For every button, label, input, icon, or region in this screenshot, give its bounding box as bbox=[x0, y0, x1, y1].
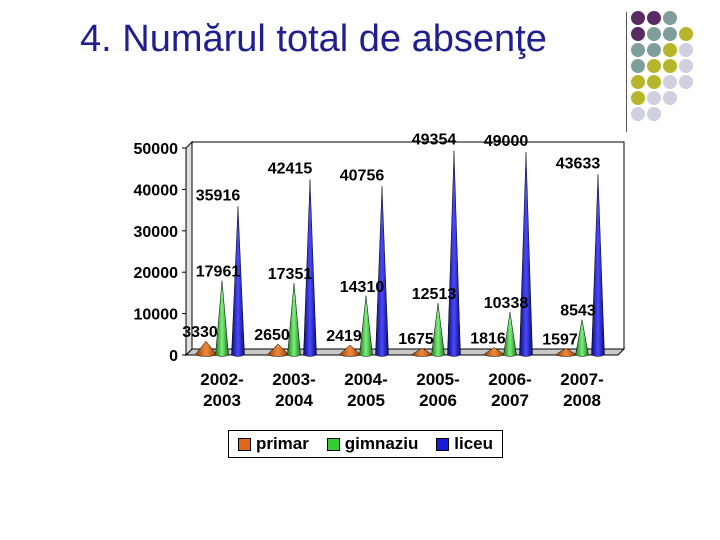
decorative-dot bbox=[679, 43, 693, 57]
data-label-liceu: 35916 bbox=[196, 187, 241, 204]
bar-liceu bbox=[231, 206, 245, 357]
data-label-primar: 1597 bbox=[542, 331, 578, 348]
decorative-dot bbox=[647, 59, 661, 73]
decorative-dot bbox=[663, 91, 677, 105]
data-label-primar: 2650 bbox=[254, 327, 290, 344]
data-label-gimnaziu: 14310 bbox=[340, 279, 385, 296]
bar-liceu bbox=[447, 150, 461, 357]
chart-legend: primar gimnaziu liceu bbox=[228, 430, 503, 458]
bar-gimnaziu bbox=[287, 283, 301, 357]
decorative-dot bbox=[663, 75, 677, 89]
decorative-dot bbox=[631, 107, 645, 121]
decorative-dot bbox=[631, 91, 645, 105]
data-label-liceu: 43633 bbox=[556, 155, 601, 172]
legend-item-liceu: liceu bbox=[436, 434, 493, 454]
legend-swatch-primar bbox=[237, 437, 251, 451]
decorative-dot bbox=[647, 27, 661, 41]
y-tick-label: 10000 bbox=[134, 307, 179, 324]
data-label-gimnaziu: 17961 bbox=[196, 264, 241, 281]
decorative-dot bbox=[631, 27, 645, 41]
data-label-primar: 1675 bbox=[398, 331, 434, 348]
bar-gimnaziu bbox=[503, 312, 517, 357]
x-tick-label: 2007-2008 bbox=[560, 370, 603, 410]
decorative-dot bbox=[647, 43, 661, 57]
legend-item-gimnaziu: gimnaziu bbox=[326, 434, 419, 454]
decorative-dot bbox=[679, 75, 693, 89]
decorative-dot bbox=[631, 75, 645, 89]
data-label-liceu: 49354 bbox=[412, 132, 457, 149]
legend-label-liceu: liceu bbox=[454, 434, 494, 453]
decorative-dot bbox=[631, 43, 645, 57]
decorative-dot bbox=[663, 59, 677, 73]
x-tick-label: 2003-2004 bbox=[272, 370, 315, 410]
decorative-dot bbox=[647, 107, 661, 121]
y-tick-label: 20000 bbox=[134, 265, 179, 282]
x-tick-label: 2006-2007 bbox=[488, 370, 531, 410]
bar-gimnaziu bbox=[215, 280, 229, 357]
bar-liceu bbox=[519, 152, 533, 357]
legend-swatch-liceu bbox=[436, 437, 450, 451]
data-label-gimnaziu: 12513 bbox=[412, 286, 457, 303]
decorative-dot bbox=[631, 59, 645, 73]
bar-gimnaziu bbox=[431, 303, 445, 357]
y-tick-label: 40000 bbox=[134, 182, 179, 199]
plot-area bbox=[191, 141, 625, 350]
decorative-dot bbox=[679, 59, 693, 73]
data-label-liceu: 40756 bbox=[340, 167, 385, 184]
x-tick-label: 2004-2005 bbox=[344, 370, 387, 410]
legend-label-primar: primar bbox=[255, 434, 309, 453]
legend-item-primar: primar bbox=[237, 434, 309, 454]
decorative-dot bbox=[663, 11, 677, 25]
decorative-dots bbox=[631, 11, 693, 121]
legend-label-gimnaziu: gimnaziu bbox=[344, 434, 419, 453]
plot-left-wall bbox=[185, 140, 193, 357]
decorative-dot bbox=[647, 11, 661, 25]
bar-liceu bbox=[591, 174, 605, 357]
decorative-divider bbox=[626, 12, 627, 132]
data-label-primar: 2419 bbox=[326, 328, 362, 345]
y-tick-label: 50000 bbox=[134, 141, 179, 158]
x-tick-label: 2005-2006 bbox=[416, 370, 459, 410]
data-label-gimnaziu: 8543 bbox=[560, 303, 596, 320]
data-label-gimnaziu: 10338 bbox=[484, 295, 529, 312]
slide-title: 4. Numărul total de absenţe bbox=[80, 18, 547, 60]
data-label-primar: 1816 bbox=[470, 330, 506, 347]
data-label-gimnaziu: 17351 bbox=[268, 266, 313, 283]
decorative-dot bbox=[679, 27, 693, 41]
y-tick-label: 30000 bbox=[134, 224, 179, 241]
bar-liceu bbox=[303, 179, 317, 357]
bar-liceu bbox=[375, 186, 389, 357]
decorative-dot bbox=[663, 27, 677, 41]
data-label-liceu: 42415 bbox=[268, 160, 313, 177]
data-label-primar: 3330 bbox=[182, 324, 218, 341]
decorative-dot bbox=[647, 75, 661, 89]
bar-gimnaziu bbox=[359, 295, 373, 357]
x-tick-label: 2002-2003 bbox=[200, 370, 243, 410]
y-tick-label: 0 bbox=[169, 348, 178, 365]
decorative-dot bbox=[647, 91, 661, 105]
decorative-dot bbox=[631, 11, 645, 25]
bar-gimnaziu bbox=[575, 319, 589, 357]
legend-swatch-gimnaziu bbox=[326, 437, 340, 451]
data-label-liceu: 49000 bbox=[484, 133, 529, 150]
decorative-dot bbox=[663, 43, 677, 57]
